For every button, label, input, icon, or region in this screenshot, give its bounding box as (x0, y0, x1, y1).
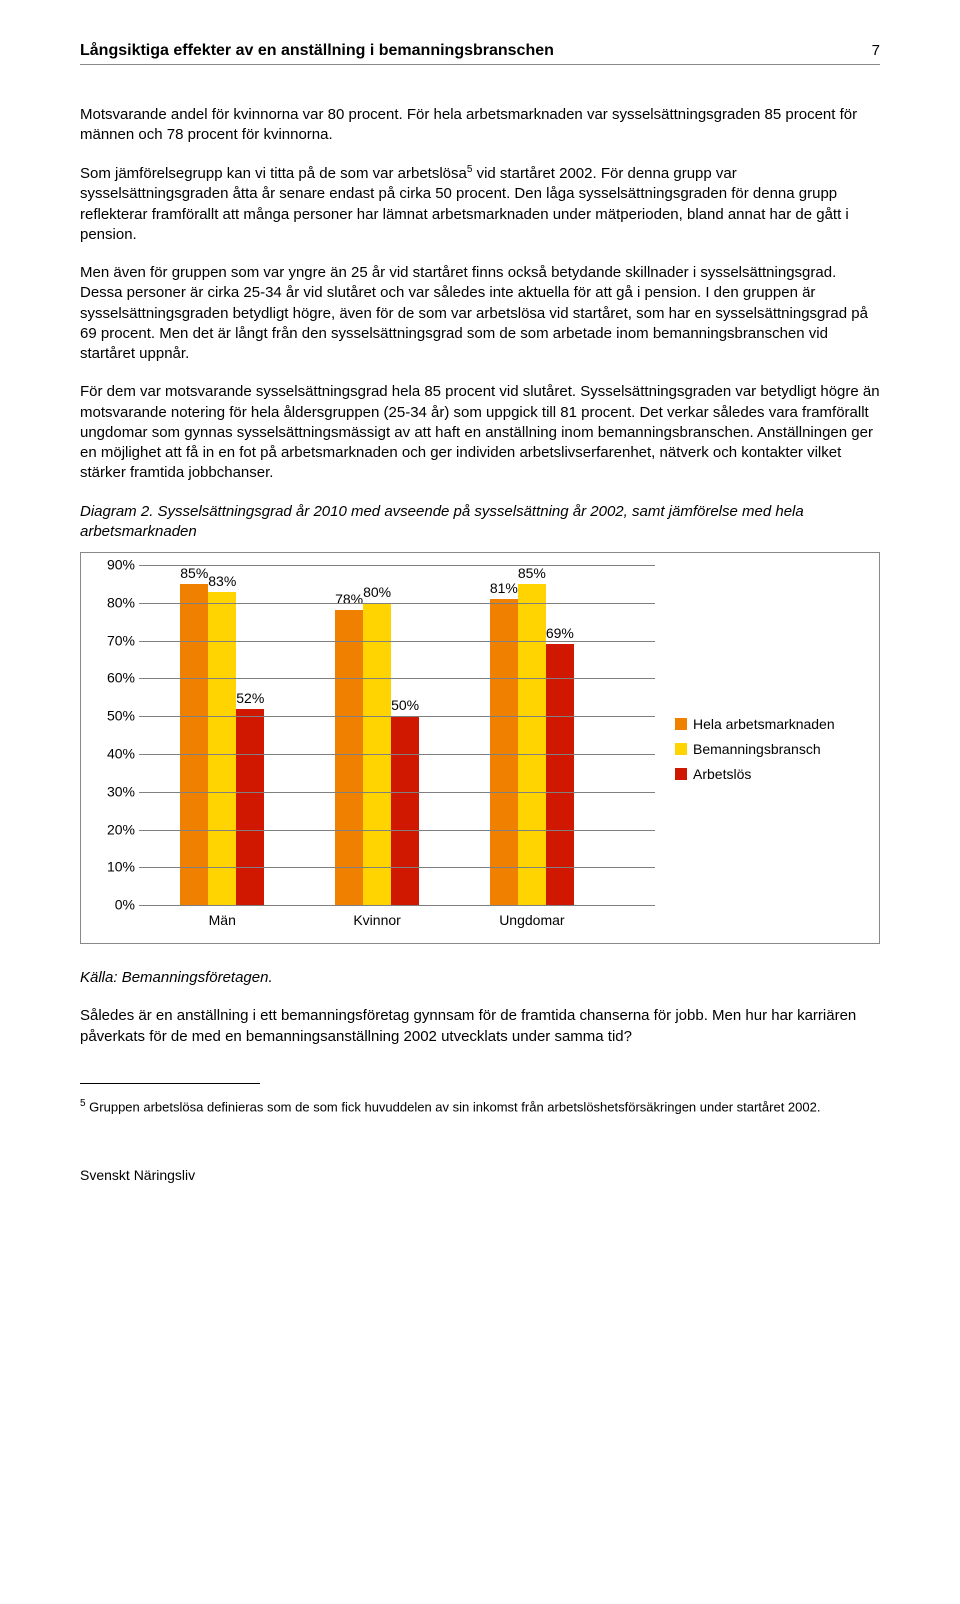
paragraph-1: Motsvarande andel för kvinnorna var 80 p… (80, 105, 880, 146)
chart-gridline (139, 716, 655, 717)
chart-bar: 83% (208, 592, 236, 906)
chart-legend-item: Arbetslös (675, 765, 859, 784)
chart-legend-label: Arbetslös (693, 765, 751, 784)
chart-bar-group: 81%85%69% (490, 584, 574, 905)
chart-bar: 78% (335, 610, 363, 905)
footnote-text: Gruppen arbetslösa definieras som de som… (86, 1099, 821, 1114)
chart-bar: 85% (180, 584, 208, 905)
chart-y-tick: 20% (95, 820, 135, 839)
chart-bar-label: 80% (363, 583, 391, 602)
chart-bar-label: 85% (518, 564, 546, 583)
chart-bar-label: 83% (208, 572, 236, 591)
footnote-5: 5 Gruppen arbetslösa definieras som de s… (80, 1097, 880, 1116)
chart-legend-item: Hela arbetsmarknaden (675, 715, 859, 734)
chart-y-tick: 40% (95, 745, 135, 764)
chart-bar-label: 85% (180, 564, 208, 583)
chart-legend-swatch (675, 718, 687, 730)
chart-y-tick: 70% (95, 631, 135, 650)
chart-gridline (139, 830, 655, 831)
chart-gridline (139, 565, 655, 566)
paragraph-2-a: Som jämförelsegrupp kan vi titta på de s… (80, 165, 467, 182)
chart-gridline (139, 792, 655, 793)
chart-bar: 81% (490, 599, 518, 905)
chart-plot: 85%83%52%78%80%50%81%85%69% 0%10%20%30%4… (95, 565, 655, 905)
paragraph-2: Som jämförelsegrupp kan vi titta på de s… (80, 163, 880, 245)
chart-bar: 69% (546, 644, 574, 905)
running-header: Långsiktiga effekter av en anställning i… (80, 40, 880, 65)
chart-bar-group: 85%83%52% (180, 584, 264, 905)
paragraph-3: Men även för gruppen som var yngre än 25… (80, 263, 880, 364)
chart-bar-label: 50% (391, 696, 419, 715)
chart-container: 85%83%52%78%80%50%81%85%69% 0%10%20%30%4… (80, 552, 880, 944)
chart-source: Källa: Bemanningsföretagen. (80, 968, 880, 988)
chart-x-category: Män (209, 911, 236, 930)
chart-gridline (139, 867, 655, 868)
chart-bar: 52% (236, 709, 264, 905)
chart-x-axis: Män Kvinnor Ungdomar (139, 911, 655, 933)
footer-org: Svenskt Näringsliv (80, 1166, 880, 1185)
chart-legend-swatch (675, 768, 687, 780)
chart-y-tick: 10% (95, 858, 135, 877)
footnote-divider (80, 1083, 260, 1084)
chart-bar: 50% (391, 716, 419, 905)
chart-gridline (139, 678, 655, 679)
chart-gridline (139, 754, 655, 755)
chart-gridline (139, 641, 655, 642)
chart-gridline (139, 905, 655, 906)
chart-bar-label: 52% (236, 689, 264, 708)
chart-legend-swatch (675, 743, 687, 755)
chart-y-tick: 90% (95, 556, 135, 575)
chart-legend: Hela arbetsmarknaden Bemanningsbransch Arb… (675, 709, 865, 790)
chart-y-tick: 30% (95, 782, 135, 801)
chart-y-tick: 80% (95, 593, 135, 612)
chart-legend-item: Bemanningsbransch (675, 740, 859, 759)
chart-y-tick: 60% (95, 669, 135, 688)
chart-y-tick: 0% (95, 896, 135, 915)
chart-bar-label: 81% (490, 579, 518, 598)
header-page-number: 7 (872, 41, 880, 61)
chart-x-category: Ungdomar (499, 911, 564, 930)
chart-bar: 85% (518, 584, 546, 905)
chart-x-category: Kvinnor (353, 911, 400, 930)
chart-legend-label: Bemanningsbransch (693, 740, 821, 759)
chart-gridline (139, 603, 655, 604)
chart-caption: Diagram 2. Sysselsättningsgrad år 2010 m… (80, 502, 880, 543)
paragraph-5: Således är en anställning i ett bemannin… (80, 1006, 880, 1047)
paragraph-4: För dem var motsvarande sysselsättningsg… (80, 382, 880, 483)
header-title: Långsiktiga effekter av en anställning i… (80, 40, 554, 62)
chart-bar-label: 78% (335, 590, 363, 609)
chart-legend-label: Hela arbetsmarknaden (693, 715, 835, 734)
chart-y-tick: 50% (95, 707, 135, 726)
